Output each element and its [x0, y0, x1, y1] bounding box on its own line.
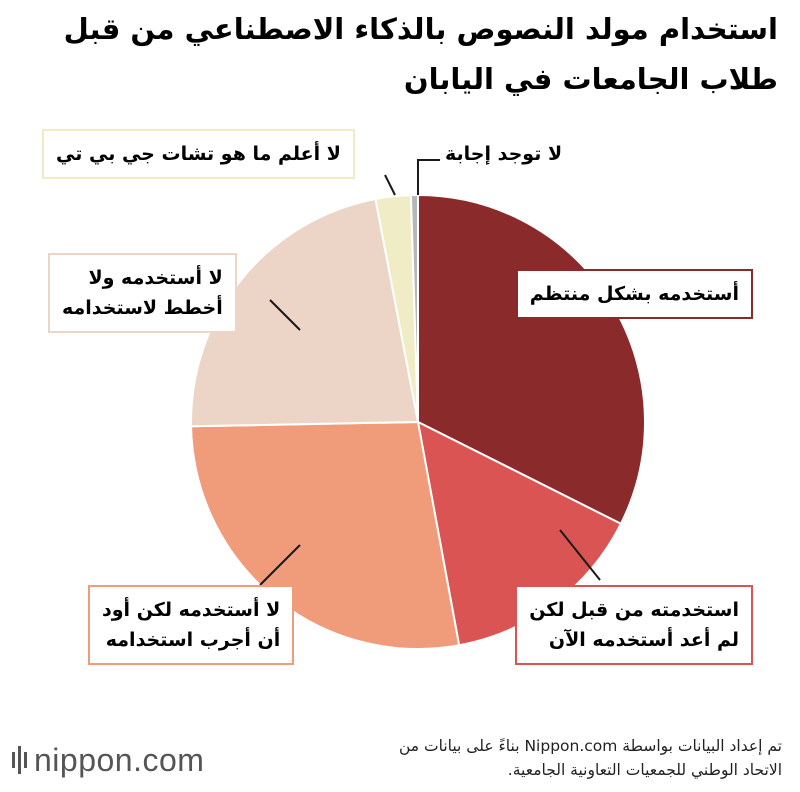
slice-label-want-to-try: لا أستخدمه لكن أود أن أجرب استخدامه	[88, 585, 295, 665]
logo-mark-icon	[12, 746, 28, 774]
leader-dont-know	[384, 174, 396, 196]
slice-label-no-plan: لا أستخدمه ولا أخطط لاستخدامه	[48, 253, 237, 333]
slice-label-used-before: استخدمته من قبل لكن لم أعد أستخدمه الآن	[515, 585, 753, 665]
leader-no-answer	[417, 159, 440, 195]
slice-label-no-answer: لا توجد إجابة	[445, 143, 563, 165]
chart-title: استخدام مولد النصوص بالذكاء الاصطناعي من…	[63, 12, 778, 96]
leader-no-plan	[269, 299, 301, 331]
leader-used-before	[559, 529, 601, 581]
pie-slice-no-plan	[190, 197, 420, 428]
leader-want-to-try	[259, 544, 301, 586]
nippon-logo: nippon.com	[12, 742, 204, 779]
slice-label-regular: أستخدمه بشكل منتظم	[515, 269, 753, 319]
source-note: تم إعداد البيانات بواسطة Nippon.com بناء…	[399, 737, 782, 779]
slice-label-dont-know: لا أعلم ما هو تشات جي بي تي	[42, 129, 355, 179]
